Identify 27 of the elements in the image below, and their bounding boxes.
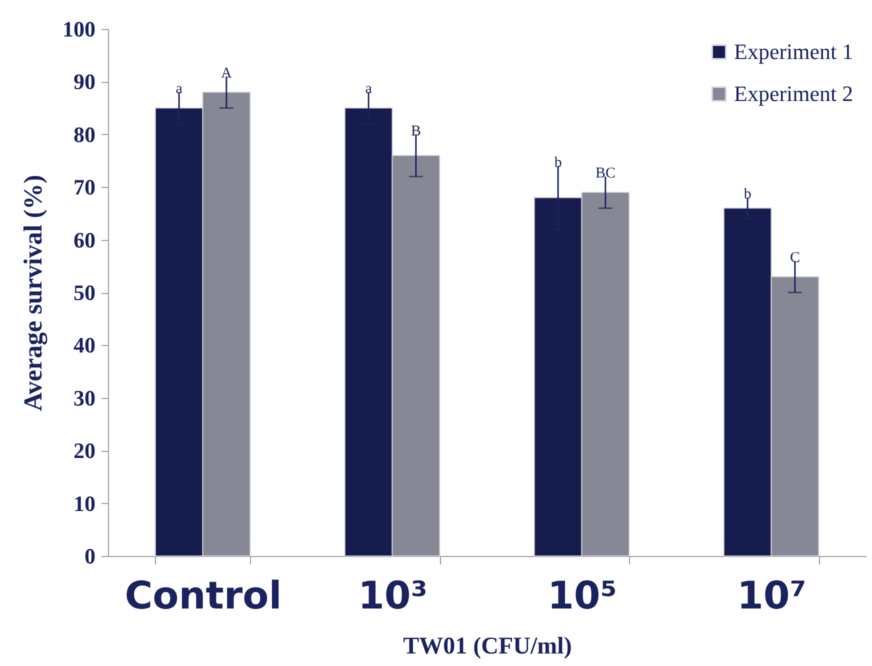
annotation: A xyxy=(221,65,232,82)
y-tick-label: 90 xyxy=(74,69,96,94)
y-tick-label: 40 xyxy=(74,332,96,358)
annotation: b xyxy=(744,186,752,203)
y-tick-label: 100 xyxy=(62,16,96,42)
annotation: a xyxy=(176,81,183,98)
legend-label: Experiment 2 xyxy=(734,81,854,106)
annotation: BC xyxy=(595,166,616,182)
x-tick-label: 10⁷ xyxy=(736,574,807,618)
x-tick-label: 10³ xyxy=(358,574,428,618)
y-tick-label: 0 xyxy=(84,544,96,568)
y-tick-label: 10 xyxy=(74,490,96,516)
y-tick-label: 20 xyxy=(74,438,96,464)
x-tick-label: Control xyxy=(124,574,282,618)
legend-label: Experiment 1 xyxy=(734,39,854,64)
y-tick-label: 60 xyxy=(74,227,96,252)
y-tick-label: 30 xyxy=(74,385,96,410)
y-axis-title: Average survival (%) xyxy=(18,174,48,412)
annotation: b xyxy=(554,155,562,172)
y-tick-label: 80 xyxy=(74,122,96,147)
annotation: a xyxy=(365,81,372,98)
y-tick-label: 50 xyxy=(74,280,96,305)
x-tick-label: 10⁵ xyxy=(547,574,618,618)
annotation: C xyxy=(790,250,800,266)
annotation: B xyxy=(410,123,421,140)
y-tick-label: 70 xyxy=(74,174,96,200)
x-axis-title: TW01 (CFU/ml) xyxy=(403,634,572,660)
